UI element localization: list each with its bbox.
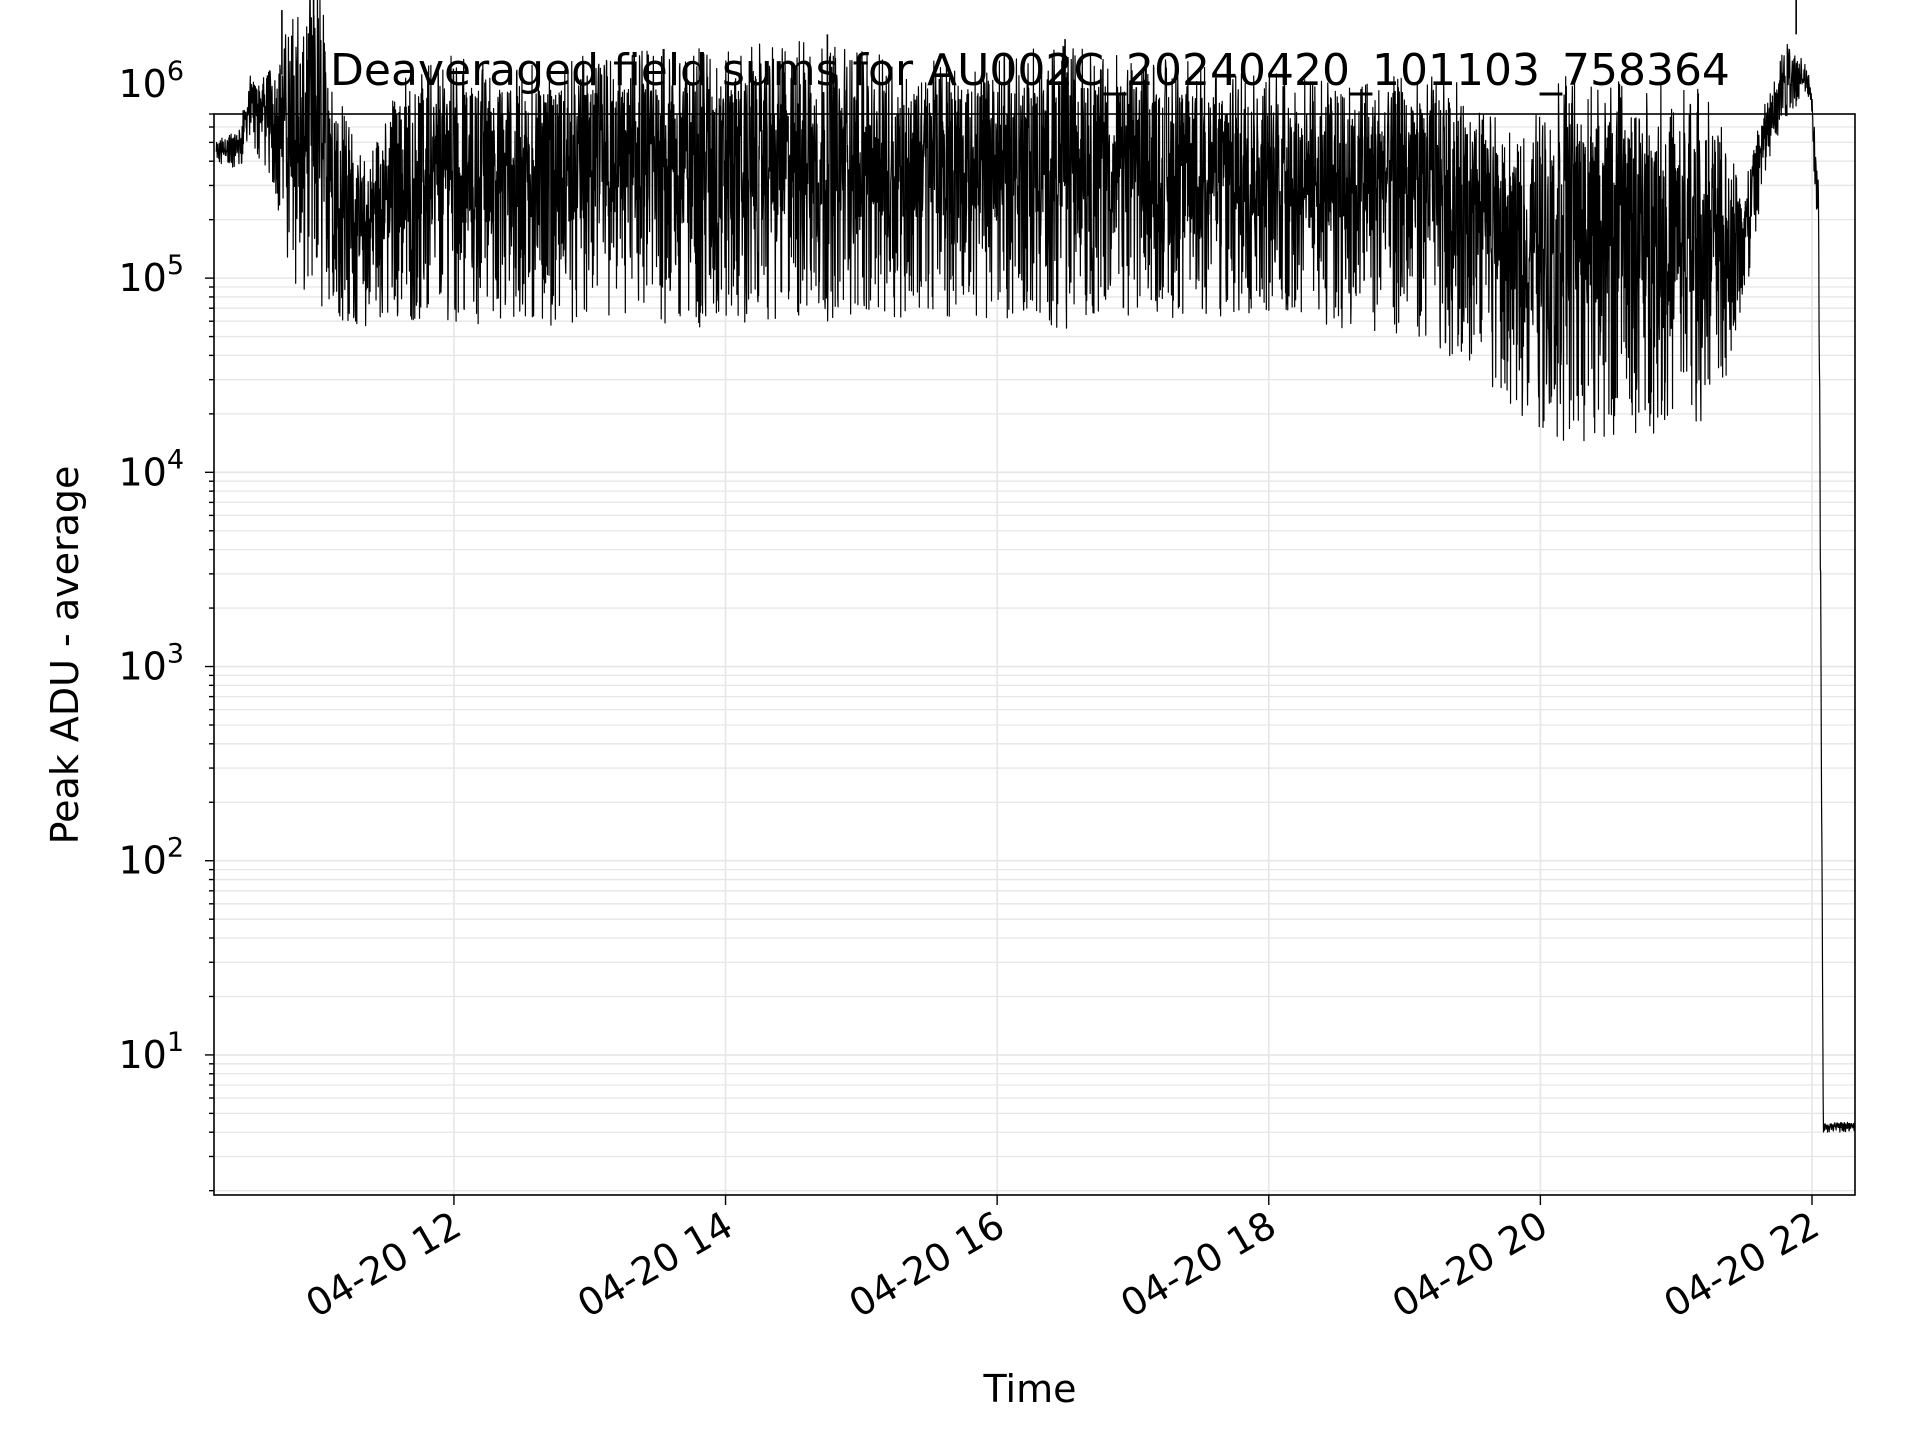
data-line	[215, 0, 1856, 1133]
plot-frame	[213, 113, 1856, 1196]
y-tick-label: 102	[118, 833, 184, 883]
y-tick-label: 103	[118, 639, 184, 689]
y-tick-label: 105	[118, 250, 184, 300]
y-tick-label: 101	[118, 1027, 184, 1077]
chart-title: Deaveraged field sums for AU002C_2024042…	[330, 45, 1730, 96]
x-axis-label: Time	[983, 1367, 1077, 1411]
y-axis-label: Peak ADU - average	[43, 466, 87, 845]
y-tick-label: 104	[118, 444, 184, 494]
series-line	[215, 0, 1856, 1133]
y-tick-label: 106	[118, 56, 184, 106]
